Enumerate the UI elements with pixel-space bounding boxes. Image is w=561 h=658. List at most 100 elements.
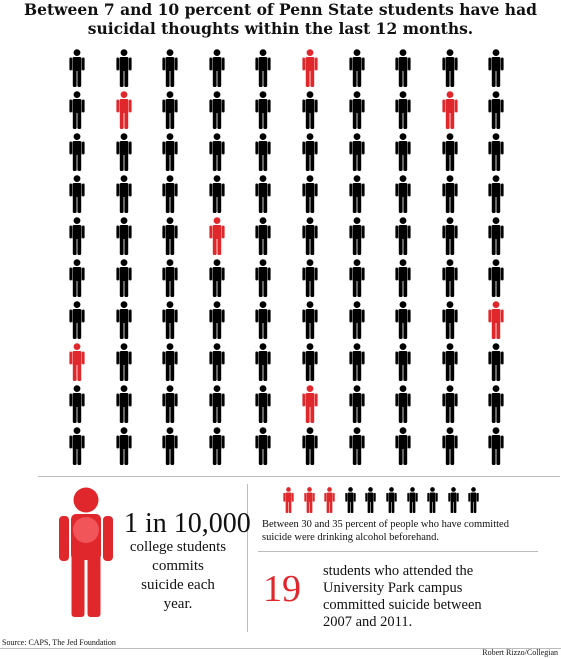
small-person-icon [345, 487, 356, 513]
person-icon [209, 343, 225, 381]
person-icon [209, 91, 225, 129]
person-icon [442, 217, 458, 255]
person-icon [488, 343, 504, 381]
person-icon [162, 301, 178, 339]
big-stat-line-2: commits [152, 558, 204, 574]
person-icon [255, 301, 271, 339]
person-icon [302, 343, 318, 381]
small-person-icon [448, 487, 459, 513]
person-icon [442, 385, 458, 423]
person-icon [349, 217, 365, 255]
alcohol-stat-text: Between 30 and 35 percent of people who … [262, 518, 558, 544]
small-person-icon [407, 487, 418, 513]
person-icon [69, 427, 85, 465]
person-icon [255, 385, 271, 423]
person-icon [162, 427, 178, 465]
person-icon [209, 49, 225, 87]
person-icon [488, 259, 504, 297]
campus-stat-line-4: 2007 and 2011. [323, 614, 413, 630]
person-icon [395, 427, 411, 465]
person-icon [349, 343, 365, 381]
divider-bottom [0, 648, 561, 649]
person-icon [209, 385, 225, 423]
person-icon [302, 259, 318, 297]
person-icon [255, 175, 271, 213]
person-icon-highlighted [442, 91, 458, 129]
person-icon [349, 385, 365, 423]
campus-stat-text: students who attended the University Par… [323, 563, 553, 631]
person-icon [488, 385, 504, 423]
person-icon [209, 133, 225, 171]
person-icon [442, 343, 458, 381]
person-icon [162, 133, 178, 171]
person-icon-highlighted [69, 343, 85, 381]
person-icon-highlighted [302, 385, 318, 423]
person-icon [395, 133, 411, 171]
person-icon [162, 49, 178, 87]
person-icon-highlighted [209, 217, 225, 255]
person-icon [69, 301, 85, 339]
campus-stat-line-3: committed suicide between [323, 597, 482, 613]
alcohol-stat-line-1: Between 30 and 35 percent of people who … [262, 519, 509, 530]
person-icon [395, 91, 411, 129]
small-person-icon-highlighted [324, 487, 335, 513]
campus-stat-line-1: students who attended the [323, 563, 474, 579]
person-icon [302, 301, 318, 339]
person-icon-highlighted [488, 301, 504, 339]
person-icon [162, 385, 178, 423]
person-icon [69, 259, 85, 297]
person-icon [162, 259, 178, 297]
person-icon [116, 175, 132, 213]
big-stat-line-3: suicide each [141, 577, 215, 593]
person-icon [395, 175, 411, 213]
small-person-icon [365, 487, 376, 513]
campus-stat-number: 19 [263, 568, 301, 610]
person-icon [395, 49, 411, 87]
person-icon-highlighted [302, 49, 318, 87]
person-icon [302, 175, 318, 213]
big-stat-text: college students commits suicide each ye… [118, 538, 238, 614]
person-icon [116, 427, 132, 465]
person-icon [69, 91, 85, 129]
large-person-shape [59, 487, 113, 617]
person-icon [488, 91, 504, 129]
large-person-highlight [73, 517, 99, 543]
person-icon [442, 175, 458, 213]
headline-line-2: suicidal thoughts within the last 12 mon… [87, 19, 474, 38]
divider-vertical [247, 484, 248, 632]
person-icon [116, 217, 132, 255]
alcohol-figure-row [283, 487, 493, 517]
person-icon [209, 427, 225, 465]
person-icon [349, 133, 365, 171]
person-icon [488, 133, 504, 171]
person-icon [442, 133, 458, 171]
divider-middle [258, 551, 538, 552]
person-icon [302, 91, 318, 129]
person-icon [255, 91, 271, 129]
big-stat-line-4: year. [163, 596, 193, 612]
person-icon [488, 49, 504, 87]
person-icon [395, 385, 411, 423]
small-person-icon-highlighted [283, 487, 294, 513]
campus-stat-line-2: University Park campus [323, 580, 463, 596]
person-icon [442, 427, 458, 465]
person-icon [162, 175, 178, 213]
person-icon [349, 301, 365, 339]
person-icon [69, 175, 85, 213]
person-icon [116, 343, 132, 381]
person-icon [255, 49, 271, 87]
person-icon [209, 301, 225, 339]
headline-line-1: Between 7 and 10 percent of Penn State s… [24, 0, 537, 19]
person-icon [116, 259, 132, 297]
person-icon [302, 133, 318, 171]
person-icon [442, 49, 458, 87]
person-icon [349, 175, 365, 213]
person-icon [488, 217, 504, 255]
person-icon [395, 343, 411, 381]
person-icon-highlighted [116, 91, 132, 129]
person-icon [395, 301, 411, 339]
person-icon [488, 427, 504, 465]
person-icon [488, 175, 504, 213]
small-person-icon-highlighted [304, 487, 315, 513]
person-icon [162, 91, 178, 129]
